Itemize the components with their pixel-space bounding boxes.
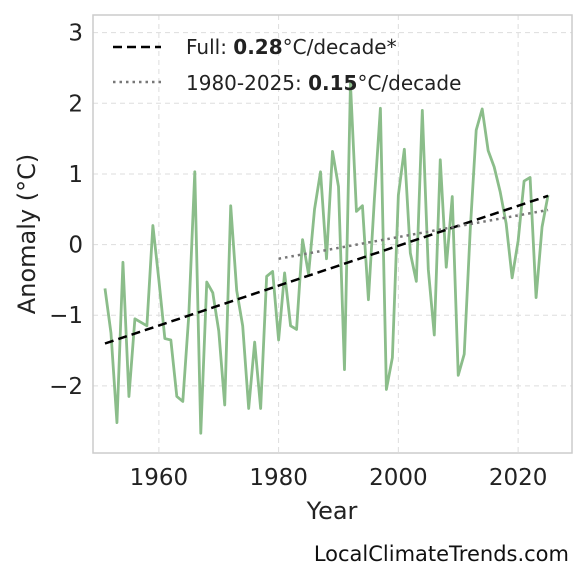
plot-background <box>93 15 572 453</box>
x-axis-label: Year <box>306 497 358 525</box>
x-tick-label: 1960 <box>130 465 189 491</box>
recent-trend-line <box>278 208 549 260</box>
x-tick-label: 2000 <box>369 465 428 491</box>
legend: Full: 0.28°C/decade* 1980-2025: 0.15°C/d… <box>113 35 461 95</box>
legend-label-recent: 1980-2025: 0.15°C/decade <box>186 71 461 95</box>
anomaly-series-line <box>103 82 550 435</box>
legend-full-suffix: °C/decade* <box>283 35 397 59</box>
legend-full-prefix: Full: <box>186 35 233 59</box>
x-tick-label: 2020 <box>489 465 548 491</box>
y-tick-label: 2 <box>68 91 83 117</box>
legend-recent-suffix: °C/decade <box>357 71 461 95</box>
y-tick-label: 3 <box>68 21 83 47</box>
legend-label-full: Full: 0.28°C/decade* <box>186 35 397 59</box>
plot-frame <box>92 14 573 454</box>
legend-recent-value: 0.15 <box>308 71 357 95</box>
y-axis-label: Anomaly (°C) <box>13 154 41 314</box>
legend-recent-prefix: 1980-2025: <box>186 71 308 95</box>
source-label: LocalClimateTrends.com <box>314 542 569 566</box>
y-tick-label: −1 <box>49 303 83 329</box>
full-trend-line <box>104 194 549 345</box>
y-tick-label: 1 <box>68 162 83 188</box>
y-tick-label: −2 <box>49 374 83 400</box>
y-tick-label: 0 <box>68 233 83 259</box>
legend-full-value: 0.28 <box>233 35 282 59</box>
series-layer <box>103 82 550 435</box>
grid <box>93 15 572 453</box>
x-tick-label: 1980 <box>249 465 308 491</box>
tick-labels: 3 2 1 0 −1 −2 1960 1980 2000 2020 <box>49 21 547 491</box>
